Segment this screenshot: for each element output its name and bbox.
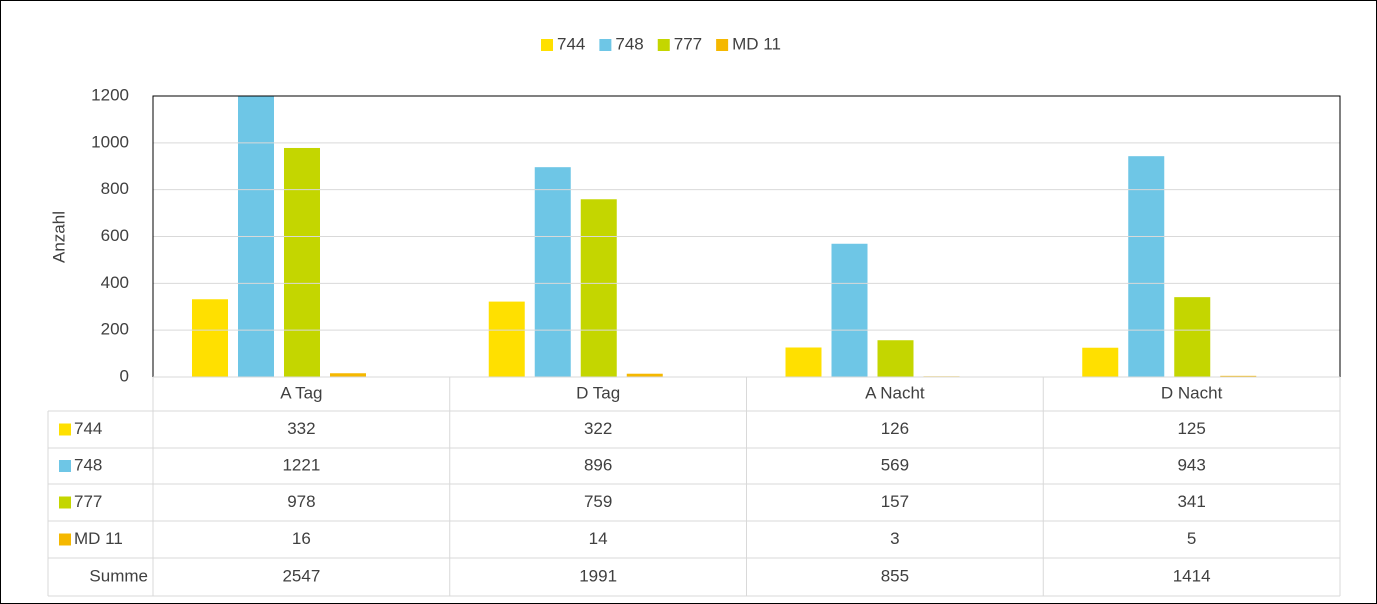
table-value: 1991 — [579, 566, 617, 585]
bar — [534, 167, 571, 377]
table-value: 2547 — [282, 566, 320, 585]
legend-swatch — [599, 39, 612, 51]
x-tick-label: D Nacht — [1161, 383, 1223, 402]
legend-key — [59, 460, 71, 472]
table-value: 1221 — [282, 455, 320, 474]
y-tick-label: 0 — [120, 366, 129, 385]
y-tick-label: 1000 — [91, 132, 129, 151]
table-value: 126 — [881, 419, 909, 438]
table-value: 896 — [584, 455, 612, 474]
bar — [831, 243, 868, 377]
y-tick-label: 1200 — [91, 85, 129, 104]
row-label: MD 11 — [74, 529, 123, 548]
bar — [192, 299, 228, 377]
bar — [238, 96, 274, 377]
legend-label: 777 — [674, 34, 702, 53]
bar — [1220, 375, 1257, 377]
legend-label: MD 11 — [732, 34, 781, 53]
row-label: 777 — [74, 492, 102, 511]
y-tick-label: 200 — [101, 320, 129, 339]
y-tick-label: 600 — [101, 226, 129, 245]
x-tick-label: A Nacht — [865, 383, 925, 402]
row-label: 748 — [74, 455, 102, 474]
table-value: 332 — [287, 419, 315, 438]
bar — [1174, 297, 1211, 377]
table-value: 978 — [287, 492, 315, 511]
bar — [785, 347, 822, 377]
bar — [580, 199, 617, 377]
table-value: 157 — [881, 492, 909, 511]
table-value: 1414 — [1173, 566, 1211, 585]
legend-swatch — [541, 39, 553, 51]
legend-key — [59, 533, 71, 546]
legend-key — [59, 496, 71, 509]
table-value: 341 — [1177, 492, 1205, 511]
bar — [626, 373, 663, 377]
y-tick-label: 400 — [101, 273, 129, 292]
table-value: 569 — [881, 455, 909, 474]
legend-key — [59, 423, 71, 436]
table-value: 125 — [1177, 419, 1205, 438]
bar — [1082, 347, 1119, 377]
table-value: 322 — [584, 419, 612, 438]
table-value: 3 — [890, 529, 899, 548]
table-value: 16 — [292, 529, 311, 548]
bar — [488, 301, 525, 377]
legend-swatch — [716, 39, 729, 51]
legend-swatch — [657, 39, 670, 51]
table-value: 14 — [589, 529, 608, 548]
table-value: 943 — [1177, 455, 1205, 474]
y-tick-label: 800 — [101, 179, 129, 198]
bar — [1128, 156, 1165, 377]
table-value: 5 — [1187, 529, 1196, 548]
bar — [877, 340, 914, 377]
table-value: 855 — [881, 566, 909, 585]
bar — [330, 373, 366, 377]
row-label: 744 — [74, 419, 102, 438]
legend-label: 748 — [615, 34, 643, 53]
x-tick-label: A Tag — [280, 383, 322, 402]
bar — [284, 147, 320, 377]
y-axis-label: Anzahl — [49, 211, 68, 263]
legend-label: 744 — [557, 34, 585, 53]
row-label: Summe — [89, 566, 148, 585]
x-tick-label: D Tag — [576, 383, 620, 402]
table-value: 759 — [584, 492, 612, 511]
